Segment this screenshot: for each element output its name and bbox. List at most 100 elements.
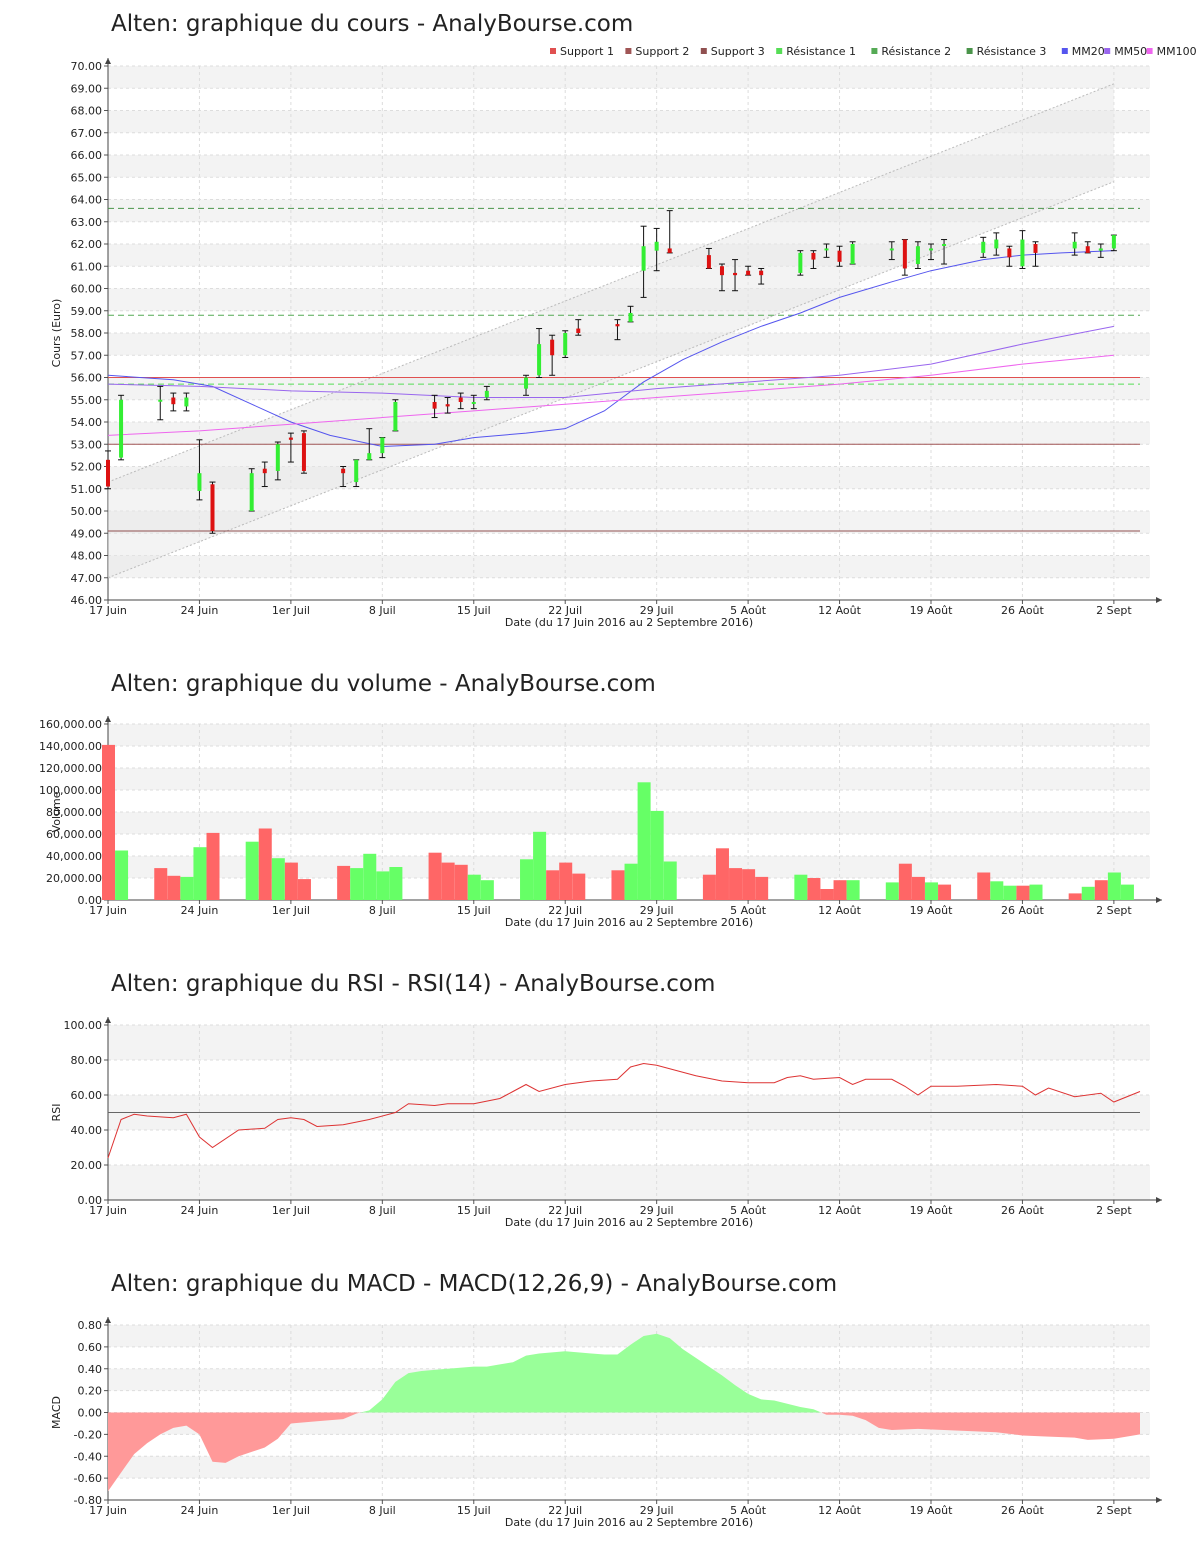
y-tick-label: 100,000.00 <box>39 784 102 797</box>
candle-body <box>354 459 359 483</box>
volume-bar <box>284 862 298 900</box>
candle-body <box>119 399 124 458</box>
x-tick-label: 12 Août <box>818 604 862 617</box>
candle-body <box>158 399 163 402</box>
volume-bar <box>650 810 664 900</box>
candle-body <box>210 484 215 532</box>
volume-bar <box>376 871 390 900</box>
y-tick-label: 57.00 <box>71 349 103 362</box>
volume-bar <box>363 853 377 900</box>
x-tick-label: 8 Juil <box>369 604 396 617</box>
legend-swatch <box>700 48 707 54</box>
y-tick-label: 56.00 <box>71 372 103 385</box>
legend-swatch <box>871 48 878 54</box>
volume-bar <box>389 867 403 900</box>
volume-bar <box>938 884 952 900</box>
x-tick-label: 1er Juil <box>272 604 310 617</box>
volume-bar <box>846 880 860 900</box>
legend-swatch <box>550 48 556 54</box>
plot-band <box>108 1165 1150 1200</box>
volume-bar <box>546 870 560 900</box>
candle-body <box>1085 246 1090 253</box>
y-tick-label: 61.00 <box>71 260 103 273</box>
candle-body <box>915 246 920 265</box>
macd-chart-title: Alten: graphique du MACD - MACD(12,26,9)… <box>111 1271 838 1297</box>
x-axis-label: Date (du 17 Juin 2016 au 2 Septembre 201… <box>505 916 753 929</box>
candle-body <box>432 401 437 409</box>
x-tick-label: 2 Sept <box>1096 904 1132 917</box>
x-tick-label: 22 Juil <box>548 904 582 917</box>
volume-bar <box>297 879 311 900</box>
volume-bar <box>611 870 625 900</box>
candle-body <box>746 270 751 276</box>
candle-body <box>341 468 346 474</box>
legend-swatch <box>625 48 632 54</box>
candle-body <box>1072 241 1077 249</box>
x-tick-label: 8 Juil <box>369 1504 396 1517</box>
volume-bar <box>1068 893 1082 900</box>
candle-body <box>563 333 568 356</box>
volume-bar <box>533 831 547 900</box>
plot-band <box>108 812 1150 834</box>
y-tick-label: 70.00 <box>71 60 103 73</box>
x-tick-label: 19 Août <box>910 904 954 917</box>
x-tick-label: 1er Juil <box>272 904 310 917</box>
y-tick-label: 20,000.00 <box>46 872 102 885</box>
trend-channel <box>108 83 1114 578</box>
macd-negative-area <box>108 1412 1140 1492</box>
legend-swatch <box>1104 48 1111 54</box>
rsi-line <box>107 1062 1141 1159</box>
legend-label: Support 1 <box>560 45 614 58</box>
volume-bar <box>480 880 494 900</box>
y-tick-label: -0.60 <box>74 1472 102 1485</box>
x-tick-label: 15 Juil <box>457 1204 491 1217</box>
volume-bar <box>794 874 808 900</box>
x-tick-label: 26 Août <box>1001 904 1045 917</box>
candle-body <box>550 339 555 356</box>
candle-body <box>902 239 907 269</box>
volume-bar <box>911 876 925 900</box>
candle-body <box>393 401 398 431</box>
x-tick-label: 5 Août <box>730 904 767 917</box>
x-tick-label: 15 Juil <box>457 1504 491 1517</box>
volume-bar <box>167 875 181 900</box>
y-tick-label: 52.00 <box>71 461 103 474</box>
y-tick-label: 50.00 <box>71 505 103 518</box>
x-tick-label: 12 Août <box>818 1504 862 1517</box>
x-tick-label: 24 Juin <box>181 1504 219 1517</box>
plot-band <box>108 1456 1150 1479</box>
volume-bar <box>102 744 115 900</box>
candle-body <box>706 255 711 269</box>
candle-body <box>1007 248 1012 258</box>
legend-swatch <box>966 48 973 54</box>
candle-body <box>484 390 489 398</box>
y-tick-label: 54.00 <box>71 416 103 429</box>
legend-label: MM100 <box>1157 45 1197 58</box>
plot-band <box>108 1325 1150 1347</box>
plot-band <box>108 1025 1150 1060</box>
channel-upper <box>107 83 1115 483</box>
candle-body <box>380 437 385 454</box>
y-tick-label: 120,000.00 <box>39 762 102 775</box>
y-tick-label: 53.00 <box>71 438 103 451</box>
x-tick-label: 19 Août <box>910 1504 954 1517</box>
x-axis-arrow <box>1156 1197 1162 1203</box>
y-tick-label: 40.00 <box>71 1124 103 1137</box>
y-tick-label: 60.00 <box>71 283 103 296</box>
candle-body <box>171 397 176 405</box>
volume-bar <box>180 876 194 900</box>
price-chart-title: Alten: graphique du cours - AnalyBourse.… <box>111 11 634 37</box>
volume-bar <box>977 872 991 900</box>
y-tick-label: -0.20 <box>74 1428 102 1441</box>
x-tick-label: 5 Août <box>730 1204 767 1217</box>
volume-bar <box>206 832 220 900</box>
legend-label: Résistance 3 <box>977 45 1047 58</box>
candle-body <box>628 312 633 322</box>
x-axis-arrow <box>1156 897 1162 903</box>
y-tick-label: 0.00 <box>78 1407 103 1420</box>
volume-bar <box>807 878 821 900</box>
volume-bar <box>454 864 468 900</box>
y-tick-label: 49.00 <box>71 527 103 540</box>
volume-bar <box>715 848 729 900</box>
x-axis-label: Date (du 17 Juin 2016 au 2 Septembre 201… <box>505 1216 753 1229</box>
